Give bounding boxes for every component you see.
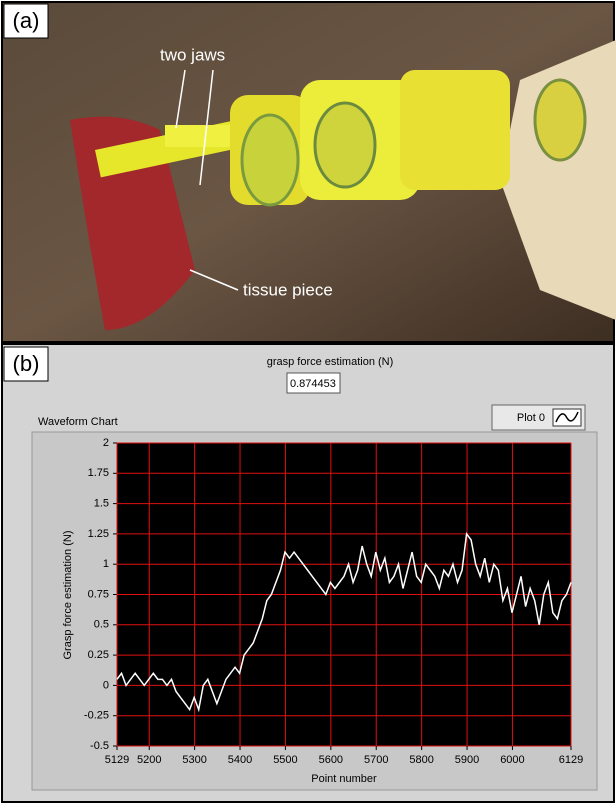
x-tick-label: 5500 [273,754,297,766]
x-tick-label: 6129 [559,754,583,766]
annotation: two jaws [160,45,225,64]
photo [1,1,616,343]
label-box [3,346,49,382]
x-tick-label: 5700 [364,754,388,766]
x-tick-label: 5900 [455,754,479,766]
legend-label: Plot 0 [517,412,545,424]
x-tick-label: 6000 [500,754,524,766]
x-tick-label: 5200 [137,754,161,766]
x-tick-label: 5800 [409,754,433,766]
y-tick-label: 1.5 [94,498,109,510]
y-tick-label: 1.75 [88,467,109,479]
y-tick-label: 0.75 [88,588,109,600]
annotation: tissue piece [243,280,333,299]
x-axis-label: Point number [311,773,377,785]
y-tick-label: 1.25 [88,528,109,540]
panel-label: (a) [13,8,40,33]
x-tick-label: 5300 [182,754,206,766]
indicator-value: 0.874453 [290,378,336,390]
indicator-box [286,372,341,394]
legend-icon [555,411,579,423]
y-axis-label: Grasp force estimation (N) [62,531,74,660]
y-tick-label: 2 [103,437,109,449]
x-tick-label: 5600 [319,754,343,766]
y-tick-label: -0.25 [84,710,109,722]
y-tick-label: 0.5 [94,619,109,631]
x-tick-label: 5129 [105,754,129,766]
indicator-label: grasp force estimation (N) [267,356,394,368]
y-tick-label: 0 [103,679,109,691]
y-tick-label: -0.5 [90,740,109,752]
x-tick-label: 5400 [228,754,252,766]
chart-title: Waveform Chart [38,416,118,428]
data-line [116,531,572,713]
panel-label: (b) [13,351,40,376]
y-tick-label: 1 [103,558,109,570]
y-tick-label: 0.25 [88,649,109,661]
